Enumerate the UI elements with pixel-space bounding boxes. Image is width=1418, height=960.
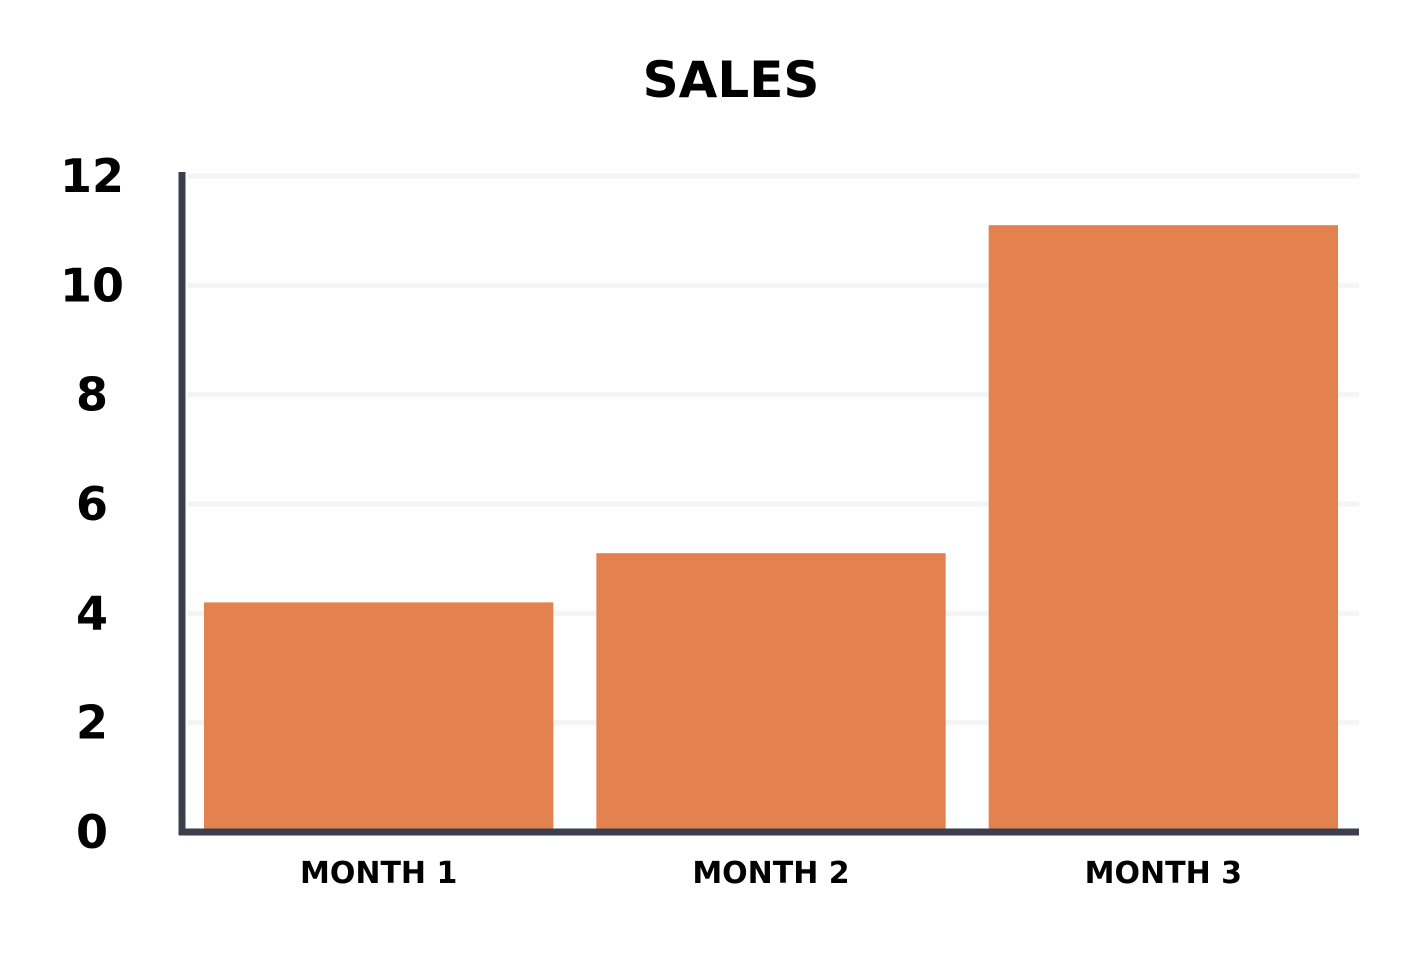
chart-title: SALES bbox=[643, 51, 820, 109]
y-tick-label: 8 bbox=[76, 368, 108, 422]
x-tick-label: MONTH 3 bbox=[1085, 856, 1242, 891]
x-tick-label: MONTH 2 bbox=[692, 856, 849, 891]
y-axis-ticks: 0 2 4 6 8 10 12 bbox=[60, 149, 124, 859]
y-tick-label: 12 bbox=[60, 149, 124, 203]
y-tick-label: 0 bbox=[76, 805, 108, 859]
y-tick-label: 6 bbox=[76, 477, 108, 531]
y-tick-label: 10 bbox=[60, 258, 124, 312]
bars bbox=[204, 225, 1338, 832]
axes bbox=[178, 172, 1359, 836]
bar-month-2 bbox=[596, 553, 946, 832]
bar-month-1 bbox=[204, 602, 554, 832]
y-tick-label: 4 bbox=[76, 586, 108, 640]
x-tick-label: MONTH 1 bbox=[300, 856, 457, 891]
x-axis-ticks: MONTH 1 MONTH 2 MONTH 3 bbox=[300, 856, 1242, 891]
bar-month-3 bbox=[988, 225, 1338, 832]
y-tick-label: 2 bbox=[76, 696, 108, 750]
